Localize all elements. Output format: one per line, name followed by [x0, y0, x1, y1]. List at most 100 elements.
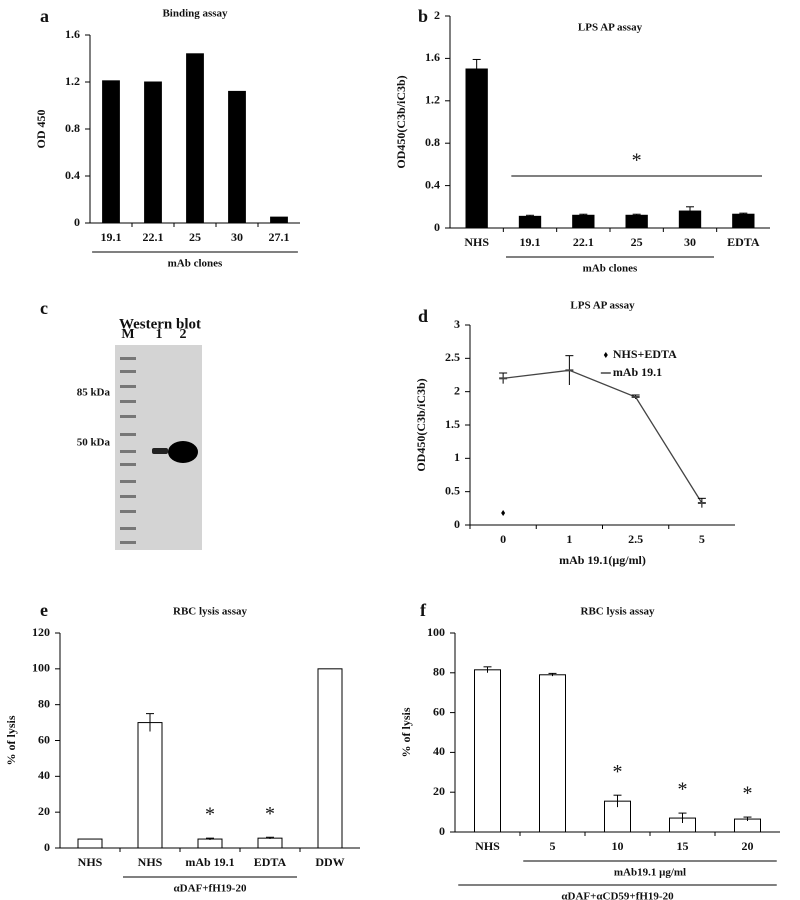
bar [474, 669, 501, 833]
y-tick-label: 1.5 [445, 417, 460, 431]
x-tick-label: 22.1 [143, 230, 164, 244]
bar [257, 837, 283, 849]
bar [228, 90, 246, 224]
y-tick-label: 0.8 [425, 135, 440, 149]
y-tick-label: 0.4 [65, 168, 80, 182]
ladder-band [120, 463, 136, 466]
bar [625, 214, 648, 229]
y-tick-label: 0 [74, 215, 80, 229]
x-tick-label: 2.5 [628, 532, 643, 546]
y-tick-label: 1.2 [65, 74, 80, 88]
y-tick-label: 120 [32, 625, 50, 639]
y-tick-label: 1.2 [425, 93, 440, 107]
x-tick-label: 25 [189, 230, 201, 244]
x-tick-label: NHS [138, 855, 163, 869]
size-marker: 85 kDa [77, 387, 111, 399]
x-tick-label: 25 [631, 235, 643, 249]
bar [270, 216, 288, 224]
significance-mark: * [265, 803, 275, 825]
y-tick-label: 2.5 [445, 350, 460, 364]
bar [186, 53, 204, 224]
x-tick-label: 22.1 [573, 235, 594, 249]
group-label: mAb clones [583, 263, 638, 275]
y-tick-label: 40 [433, 744, 445, 758]
y-tick-label: 0.5 [445, 483, 460, 497]
lane-label: M [121, 327, 134, 342]
x-tick-label: 30 [231, 230, 243, 244]
ladder-band [120, 480, 136, 483]
ladder-band [120, 415, 136, 418]
bar [317, 668, 343, 849]
significance-mark: * [678, 779, 688, 801]
band [168, 441, 198, 463]
x-tick-label: 20 [742, 839, 754, 853]
y-tick-label: 0 [454, 517, 460, 531]
lane-label: 1 [156, 327, 163, 342]
x-tick-label: 19.1 [520, 235, 541, 249]
bar [144, 81, 162, 224]
y-tick-label: 20 [433, 784, 445, 798]
size-marker: 50 kDa [77, 437, 111, 449]
y-axis-label: OD450(C3b/iC3b) [394, 75, 408, 168]
x-tick-label: 27.1 [269, 230, 290, 244]
y-tick-label: 80 [38, 696, 50, 710]
ladder-band [120, 510, 136, 513]
x-tick-label: NHS [475, 839, 500, 853]
bar [539, 674, 566, 833]
legend-label: mAb 19.1 [613, 365, 662, 379]
x-tick-label: mAb 19.1 [185, 855, 234, 869]
y-tick-label: 60 [38, 732, 50, 746]
bar [102, 80, 120, 224]
ladder-band [120, 450, 136, 453]
y-tick-label: 80 [433, 665, 445, 679]
x-tick-label: 30 [684, 235, 696, 249]
ladder-band [120, 400, 136, 403]
x-tick-label: 5 [699, 532, 705, 546]
ladder-band [120, 541, 136, 544]
significance-mark: * [205, 804, 215, 826]
x-tick-label: 10 [612, 839, 624, 853]
legend-symbol [603, 352, 608, 358]
ladder-band [120, 370, 136, 373]
y-tick-label: 1.6 [65, 27, 80, 41]
lane-label: 2 [180, 327, 187, 342]
x-tick-label: 15 [677, 839, 689, 853]
y-axis-label: OD 450 [34, 110, 48, 149]
x-tick-label: NHS [78, 855, 103, 869]
group-label: αDAF+fH19-20 [174, 883, 247, 895]
legend-label: NHS+EDTA [613, 347, 677, 361]
panel-letter: e [40, 600, 48, 620]
significance-mark: * [632, 150, 642, 172]
bar [137, 722, 163, 849]
group-label: mAb clones [168, 258, 223, 270]
group-label: mAb19.1 μg/ml [614, 867, 686, 879]
x-tick-label: EDTA [727, 235, 760, 249]
chart-title: RBC lysis assay [173, 606, 247, 618]
panel-letter: b [418, 6, 428, 26]
point [501, 510, 506, 516]
significance-mark: * [743, 783, 753, 805]
blot-title: Western blot [119, 316, 201, 332]
band [152, 448, 168, 454]
ladder-band [120, 385, 136, 388]
y-tick-label: 40 [38, 768, 50, 782]
bar [77, 838, 103, 849]
x-tick-label: 0 [500, 532, 506, 546]
y-tick-label: 100 [427, 625, 445, 639]
ladder-band [120, 495, 136, 498]
panel-letter: a [40, 6, 49, 26]
y-tick-label: 2 [434, 8, 440, 22]
chart-title: LPS AP assay [570, 300, 635, 312]
x-tick-label: 1 [566, 532, 572, 546]
bar [572, 214, 595, 229]
y-tick-label: 1 [454, 450, 460, 464]
y-tick-label: 20 [38, 804, 50, 818]
y-tick-label: 3 [454, 317, 460, 331]
y-tick-label: 1.6 [425, 50, 440, 64]
x-tick-label: NHS [464, 235, 489, 249]
significance-mark: * [613, 761, 623, 783]
panel-letter: f [420, 600, 427, 620]
y-tick-label: 0.8 [65, 121, 80, 135]
